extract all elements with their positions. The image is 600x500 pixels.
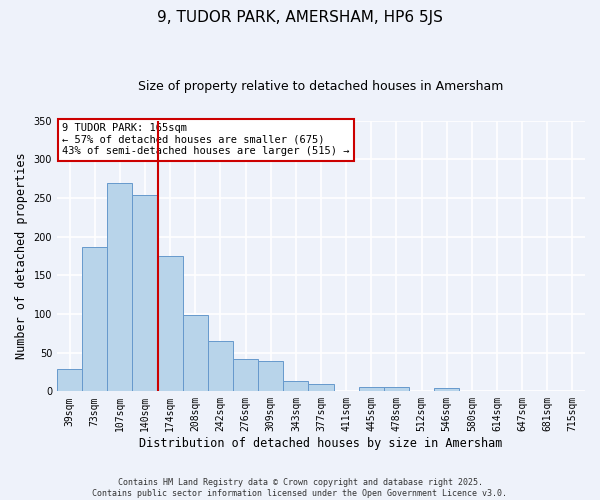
- Bar: [459, 390, 484, 392]
- Text: 9 TUDOR PARK: 165sqm
← 57% of detached houses are smaller (675)
43% of semi-deta: 9 TUDOR PARK: 165sqm ← 57% of detached h…: [62, 124, 350, 156]
- Text: 9, TUDOR PARK, AMERSHAM, HP6 5JS: 9, TUDOR PARK, AMERSHAM, HP6 5JS: [157, 10, 443, 25]
- Bar: [384, 388, 409, 392]
- Bar: [409, 390, 434, 392]
- Y-axis label: Number of detached properties: Number of detached properties: [15, 152, 28, 360]
- Bar: [308, 384, 334, 392]
- Bar: [359, 386, 384, 392]
- X-axis label: Distribution of detached houses by size in Amersham: Distribution of detached houses by size …: [139, 437, 503, 450]
- Bar: [82, 246, 107, 392]
- Title: Size of property relative to detached houses in Amersham: Size of property relative to detached ho…: [139, 80, 504, 93]
- Bar: [57, 369, 82, 392]
- Bar: [107, 183, 133, 392]
- Text: Contains HM Land Registry data © Crown copyright and database right 2025.
Contai: Contains HM Land Registry data © Crown c…: [92, 478, 508, 498]
- Bar: [158, 256, 183, 392]
- Bar: [133, 195, 158, 392]
- Bar: [208, 341, 233, 392]
- Bar: [434, 388, 459, 392]
- Bar: [233, 359, 258, 392]
- Bar: [560, 390, 585, 392]
- Bar: [183, 314, 208, 392]
- Bar: [283, 382, 308, 392]
- Bar: [258, 361, 283, 392]
